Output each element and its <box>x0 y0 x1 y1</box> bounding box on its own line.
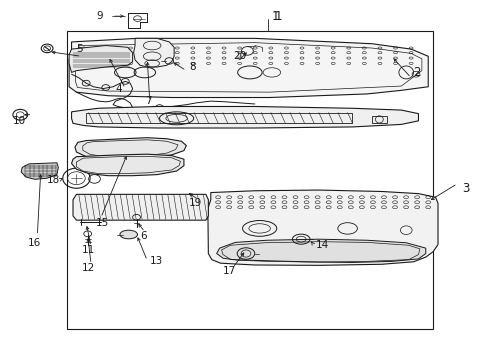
Text: 16: 16 <box>27 238 41 248</box>
Text: 2: 2 <box>414 66 421 79</box>
Text: 3: 3 <box>463 183 470 195</box>
Polygon shape <box>217 239 426 262</box>
Text: 20: 20 <box>233 51 246 61</box>
Text: 17: 17 <box>223 266 236 276</box>
Polygon shape <box>72 154 184 176</box>
Text: 6: 6 <box>140 231 147 240</box>
Text: 10: 10 <box>13 116 26 126</box>
Polygon shape <box>208 190 438 265</box>
Text: 5: 5 <box>76 44 83 54</box>
Text: 19: 19 <box>189 198 202 208</box>
Text: 13: 13 <box>150 256 163 266</box>
Text: 1: 1 <box>272 10 279 23</box>
Bar <box>67 31 433 329</box>
Polygon shape <box>69 39 428 98</box>
Text: 12: 12 <box>81 263 95 273</box>
Text: 14: 14 <box>316 239 329 249</box>
Text: 11: 11 <box>81 245 95 255</box>
Polygon shape <box>372 116 387 123</box>
Text: 9: 9 <box>96 11 102 21</box>
Text: 15: 15 <box>96 218 109 228</box>
Text: 8: 8 <box>189 62 196 72</box>
Polygon shape <box>134 39 174 67</box>
Text: 4: 4 <box>116 84 122 94</box>
Polygon shape <box>72 107 418 128</box>
Polygon shape <box>69 45 133 72</box>
Polygon shape <box>21 163 58 179</box>
Text: 7: 7 <box>145 96 151 106</box>
Polygon shape <box>75 138 186 159</box>
Text: 1: 1 <box>274 10 282 23</box>
Ellipse shape <box>120 230 138 239</box>
Polygon shape <box>73 194 208 220</box>
Text: 18: 18 <box>47 175 60 185</box>
